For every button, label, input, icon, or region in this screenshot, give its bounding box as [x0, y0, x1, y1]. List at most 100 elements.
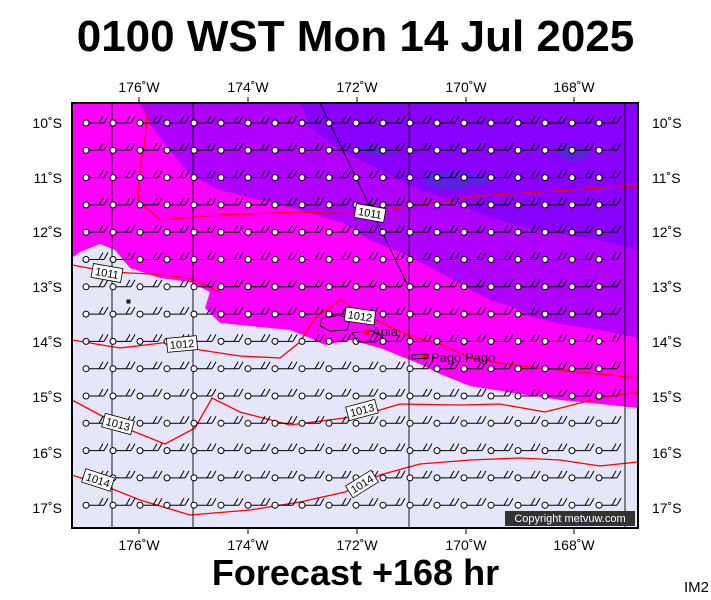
wind-barb — [406, 470, 433, 482]
wind-barb — [325, 388, 352, 400]
wind-barb — [190, 470, 217, 482]
wind-barb — [271, 143, 298, 154]
islands — [126, 299, 429, 360]
wind-barb — [433, 143, 460, 154]
wind-barb — [460, 497, 487, 509]
wind-barb — [406, 497, 433, 509]
wind-barb — [595, 224, 622, 236]
wind-barb — [595, 416, 622, 427]
wind-barb — [460, 252, 487, 263]
latitude-labels-right: 10˚S 11˚S 12˚S 13˚S 14˚S 15˚S 16˚S 17˚S — [652, 115, 682, 516]
wind-barb — [217, 361, 244, 373]
wind-barb — [244, 388, 271, 400]
wind-barb — [163, 197, 190, 209]
wind-barb — [271, 306, 298, 318]
wind-barb — [190, 306, 217, 318]
lat-label: 10˚S — [652, 115, 682, 131]
wind-barb — [379, 416, 406, 427]
lon-label: 170˚W — [445, 537, 487, 553]
wind-barb — [433, 388, 460, 400]
wind-barb — [568, 388, 595, 400]
wind-barb — [190, 361, 217, 373]
wind-barb — [406, 252, 433, 263]
wind-barb — [595, 443, 622, 455]
wind-barb — [217, 416, 244, 427]
wind-barb — [217, 334, 244, 345]
wind-barb — [379, 279, 406, 291]
wind-barb — [217, 252, 244, 263]
lat-label: 12˚S — [32, 224, 62, 240]
wind-barb — [406, 306, 433, 318]
wind-barb — [595, 115, 622, 127]
axis-ticks — [138, 97, 575, 534]
wind-barb — [514, 334, 541, 345]
wind-barb — [271, 334, 298, 345]
wind-barb — [298, 197, 325, 209]
wind-barb — [568, 416, 595, 427]
wind-barb — [487, 279, 514, 291]
wind-barb — [595, 334, 622, 345]
wind-barb — [325, 470, 352, 482]
wind-barb — [460, 306, 487, 318]
wind-barb — [136, 361, 163, 373]
wind-barb — [325, 361, 352, 373]
wind-barb — [109, 388, 136, 400]
wind-barb — [460, 143, 487, 154]
lat-label: 11˚S — [33, 170, 62, 186]
wind-barb — [109, 361, 136, 373]
copyright-box: Copyright metvuw.com — [505, 511, 635, 526]
wind-barb — [271, 470, 298, 482]
wind-barb — [325, 252, 352, 263]
lon-label: 170˚W — [445, 79, 487, 95]
wind-barb — [487, 334, 514, 345]
wind-barb — [82, 197, 109, 209]
wind-barb — [298, 170, 325, 182]
wind-barb — [298, 361, 325, 373]
wind-barb — [271, 197, 298, 209]
wind-barb — [325, 334, 352, 345]
wind-barb — [244, 224, 271, 236]
wind-barb — [271, 443, 298, 455]
wind-barb — [190, 388, 217, 400]
wind-barb — [109, 252, 136, 263]
wind-barb — [541, 279, 568, 291]
wind-barb — [82, 497, 109, 509]
wind-barb — [568, 143, 595, 154]
wind-barb — [163, 252, 190, 263]
lon-label: 174˚W — [227, 79, 269, 95]
wind-barb — [82, 388, 109, 400]
wind-barb — [298, 115, 325, 127]
wind-barb — [568, 197, 595, 209]
wind-barb — [82, 306, 109, 318]
wind-barb — [190, 416, 217, 427]
wind-barb — [244, 306, 271, 318]
wind-barb — [433, 497, 460, 509]
wind-barb — [298, 470, 325, 482]
lat-label: 14˚S — [32, 334, 62, 350]
lon-label: 176˚W — [118, 79, 160, 95]
wind-barb — [568, 334, 595, 345]
wind-barb — [298, 252, 325, 263]
wind-barb — [379, 224, 406, 236]
wind-barb — [406, 361, 433, 373]
wind-barb — [109, 334, 136, 345]
wind-barb — [595, 388, 622, 400]
wind-barb — [271, 224, 298, 236]
wind-barb — [541, 416, 568, 427]
wind-barb — [595, 279, 622, 291]
wind-barb — [163, 143, 190, 154]
wind-barb — [406, 170, 433, 182]
lat-label: 12˚S — [652, 224, 682, 240]
wind-barb — [433, 416, 460, 427]
wind-barb — [541, 252, 568, 263]
wind-barb — [136, 306, 163, 318]
wind-barb — [244, 470, 271, 482]
wind-barb — [217, 443, 244, 455]
wind-barb — [244, 252, 271, 263]
wind-barb — [487, 416, 514, 427]
wind-barb — [433, 470, 460, 482]
wind-barb — [568, 115, 595, 127]
wind-barb — [190, 224, 217, 236]
longitude-labels-bottom: 176˚W 174˚W 172˚W 170˚W 168˚W — [118, 537, 595, 553]
